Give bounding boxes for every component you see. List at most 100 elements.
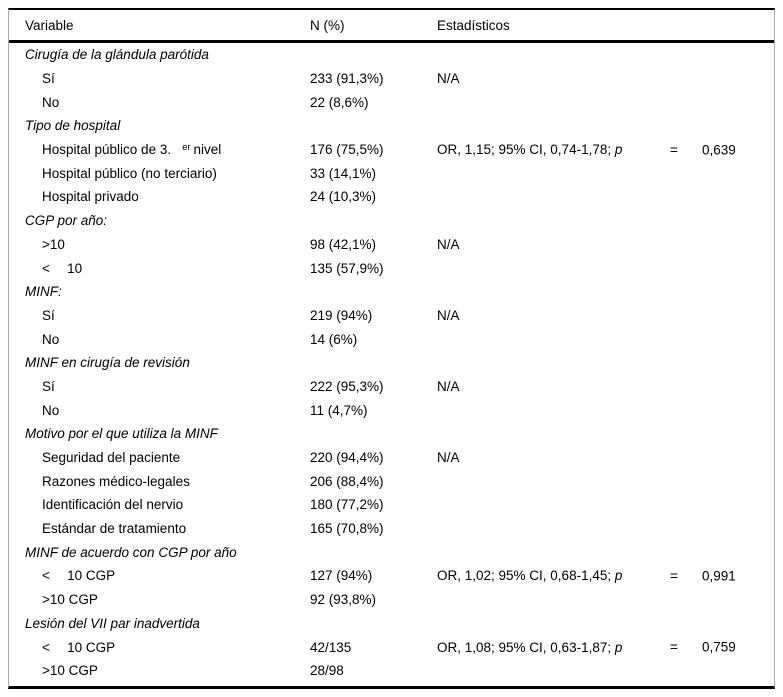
- stat-p-value: 0,639: [702, 142, 736, 158]
- variable-cell: Seguridad del paciente: [42, 450, 181, 466]
- table-row: No 22 (8,6%): [9, 90, 774, 114]
- section-row: MINF en cirugía de revisión: [9, 351, 774, 375]
- section-title: MINF en cirugía de revisión: [25, 355, 190, 371]
- stats-cell: OR, 1,08; 95% CI, 0,63-1,87; p = 0,759: [437, 640, 774, 655]
- table-row: Hospital privado 24 (10,3%): [9, 185, 774, 209]
- stat-p-symbol: p: [614, 142, 623, 158]
- n-cell: 42/135: [310, 639, 352, 655]
- stat-p-value: 0,759: [702, 639, 736, 655]
- section-title: Tipo de hospital: [25, 118, 121, 134]
- table-row: No 11 (4,7%): [9, 398, 774, 422]
- section-title: CGP por año:: [25, 213, 108, 229]
- n-cell: 233 (91,3%): [310, 71, 384, 87]
- stats-cell: N/A: [437, 378, 460, 394]
- n-cell: 165 (70,8%): [310, 521, 384, 537]
- variable-cell: Estándar de tratamiento: [42, 521, 187, 537]
- col-header-estadisticos: Estadísticos: [437, 17, 510, 33]
- table-row: Sí 222 (95,3%) N/A: [9, 375, 774, 399]
- n-cell: 135 (57,9%): [310, 260, 384, 276]
- section-row: MINF:: [9, 280, 774, 304]
- variable-cell: < 10 CGP: [42, 639, 116, 655]
- section-row: Lesión del VII par inadvertida: [9, 612, 774, 636]
- stat-equals: =: [670, 639, 678, 655]
- stat-p-symbol: p: [614, 568, 623, 584]
- label-text: nivel: [193, 142, 222, 158]
- table-row: < 10 CGP 127 (94%) OR, 1,02; 95% CI, 0,6…: [9, 564, 774, 588]
- n-cell: 92 (93,8%): [310, 592, 377, 608]
- stat-text: OR, 1,08; 95% CI, 0,63-1,87;: [437, 639, 615, 655]
- stats-cell: N/A: [437, 307, 460, 323]
- n-cell: 98 (42,1%): [310, 236, 377, 252]
- table-row: Sí 233 (91,3%) N/A: [9, 67, 774, 91]
- section-title: Cirugía de la glándula parótida: [25, 47, 209, 63]
- table-body: Cirugía de la glándula parótida Sí 233 (…: [9, 43, 774, 683]
- variable-cell: Hospital privado: [42, 189, 139, 205]
- label-text: Hospital público de 3.: [42, 142, 172, 158]
- n-cell: 222 (95,3%): [310, 378, 384, 394]
- table-row: Identificación del nervio 180 (77,2%): [9, 493, 774, 517]
- stats-cell: OR, 1,02; 95% CI, 0,68-1,45; p = 0,991: [437, 568, 774, 583]
- variable-cell: < 10: [42, 260, 83, 276]
- section-row: Cirugía de la glándula parótida: [9, 43, 774, 67]
- variable-cell: >10 CGP: [42, 592, 98, 608]
- variable-cell: Sí: [42, 307, 55, 323]
- variable-cell: No: [42, 402, 60, 418]
- table-row: < 10 CGP 42/135 OR, 1,08; 95% CI, 0,63-1…: [9, 635, 774, 659]
- variable-cell: >10: [42, 236, 65, 252]
- variable-cell: Sí: [42, 71, 55, 87]
- table-row: Estándar de tratamiento 165 (70,8%): [9, 517, 774, 541]
- table-row: Sí 219 (94%) N/A: [9, 304, 774, 328]
- variable-cell: < 10 CGP: [42, 568, 116, 584]
- n-cell: 206 (88,4%): [310, 473, 384, 489]
- table-row: >10 CGP 28/98: [9, 659, 774, 683]
- section-row: CGP por año:: [9, 209, 774, 233]
- n-cell: 219 (94%): [310, 307, 373, 323]
- variable-cell: Hospital público de 3. er nivel: [9, 142, 310, 157]
- variable-cell: >10 CGP: [42, 663, 98, 679]
- section-title: Motivo por el que utiliza la MINF: [25, 426, 218, 442]
- n-cell: 220 (94,4%): [310, 450, 384, 466]
- variable-cell: No: [42, 331, 60, 347]
- stat-equals: =: [670, 568, 678, 584]
- statistics-table: Variable N (%) Estadísticos Cirugía de l…: [8, 8, 775, 689]
- table-row: Hospital público de 3. er nivel 176 (75,5%…: [9, 138, 774, 162]
- stats-cell: N/A: [437, 450, 460, 466]
- section-row: Tipo de hospital: [9, 114, 774, 138]
- table-row: >10 98 (42,1%) N/A: [9, 233, 774, 257]
- col-header-n-pct: N (%): [310, 17, 345, 33]
- n-cell: 22 (8,6%): [310, 94, 369, 110]
- table-row: No 14 (6%): [9, 327, 774, 351]
- table-row: Hospital público (no terciario) 33 (14,1…: [9, 161, 774, 185]
- variable-cell: Razones médico-legales: [42, 473, 190, 489]
- section-row: MINF de acuerdo con CGP por año: [9, 540, 774, 564]
- stats-cell: N/A: [437, 236, 460, 252]
- stat-text: OR, 1,02; 95% CI, 0,68-1,45;: [437, 568, 615, 584]
- variable-cell: No: [42, 94, 60, 110]
- table-row: < 10 135 (57,9%): [9, 256, 774, 280]
- n-cell: 176 (75,5%): [310, 142, 384, 158]
- variable-cell: Sí: [42, 378, 55, 394]
- n-cell: 127 (94%): [310, 568, 373, 584]
- stats-cell: OR, 1,15; 95% CI, 0,74-1,78; p = 0,639: [437, 142, 774, 157]
- section-title: Lesión del VII par inadvertida: [25, 615, 200, 631]
- n-cell: 28/98: [310, 663, 344, 679]
- table-row: >10 CGP 92 (93,8%): [9, 588, 774, 612]
- variable-cell: Hospital público (no terciario): [42, 165, 217, 181]
- stat-p-value: 0,991: [702, 568, 736, 584]
- label-superscript: er: [182, 142, 191, 154]
- stat-text: OR, 1,15; 95% CI, 0,74-1,78;: [437, 142, 615, 158]
- n-cell: 180 (77,2%): [310, 497, 384, 513]
- stats-cell: N/A: [437, 71, 460, 87]
- col-header-variable: Variable: [25, 17, 74, 33]
- n-cell: 11 (4,7%): [310, 402, 368, 418]
- stat-equals: =: [670, 142, 678, 158]
- table-row: Seguridad del paciente 220 (94,4%) N/A: [9, 446, 774, 470]
- n-cell: 24 (10,3%): [310, 189, 377, 205]
- section-title: MINF:: [25, 284, 62, 300]
- stat-p-symbol: p: [614, 639, 623, 655]
- section-title: MINF de acuerdo con CGP por año: [25, 544, 237, 560]
- n-cell: 14 (6%): [310, 331, 358, 347]
- table-header-row: Variable N (%) Estadísticos: [9, 10, 774, 43]
- section-row: Motivo por el que utiliza la MINF: [9, 422, 774, 446]
- table-row: Razones médico-legales 206 (88,4%): [9, 469, 774, 493]
